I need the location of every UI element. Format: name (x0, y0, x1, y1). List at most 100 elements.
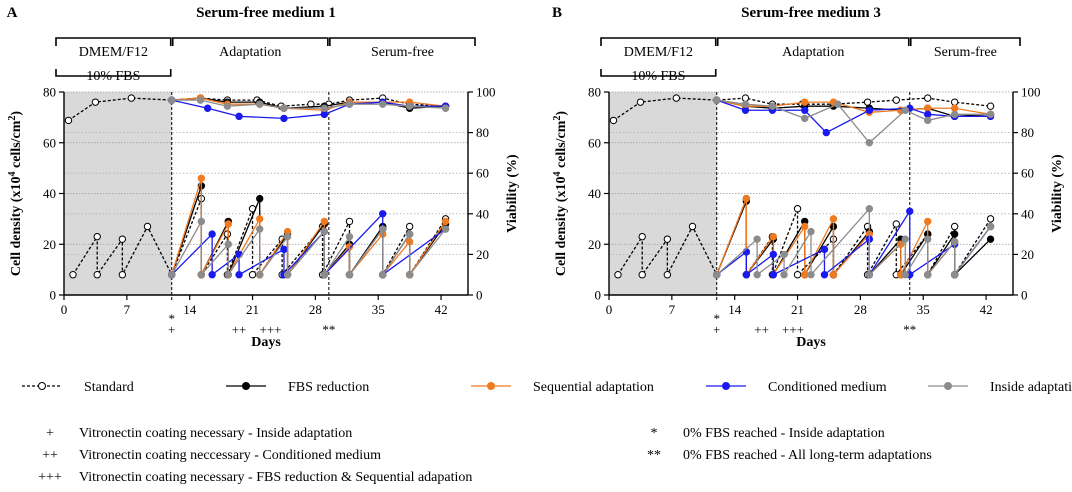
legend-swatch-marker (38, 382, 46, 390)
density-point (143, 222, 152, 231)
viability-point (950, 104, 959, 112)
density-point (345, 232, 354, 241)
fbs-bracket (600, 69, 717, 77)
viability-point (203, 104, 212, 112)
density-point (441, 217, 450, 226)
density-point (405, 230, 414, 238)
density-point (892, 220, 900, 228)
viability-point (636, 98, 645, 106)
viability-line-inside (171, 99, 446, 109)
legend-label: FBS reduction (288, 380, 369, 395)
viability-point (672, 94, 681, 102)
x-tick-label: 7 (124, 302, 131, 317)
density-point (283, 271, 292, 279)
y-axis-label: Cell density (x104 cells/cm2) (552, 111, 570, 276)
x-tick-label: 28 (309, 302, 322, 317)
density-point (742, 271, 751, 279)
viability-point (741, 94, 750, 102)
density-point (256, 271, 264, 279)
density-point (713, 271, 721, 279)
x-tick-label: 42 (980, 302, 993, 317)
axis-annotation: + (168, 322, 175, 337)
density-point (379, 210, 387, 218)
viability-point (127, 94, 136, 102)
legend-swatch-marker (944, 382, 952, 390)
density-point (769, 271, 777, 279)
phase-label: Serum-free (371, 45, 434, 60)
y-axis-label-part: 2 (7, 116, 18, 121)
viability-point (865, 106, 874, 114)
density-point (224, 240, 232, 248)
y2-tick-label: 60 (1021, 166, 1034, 181)
x-tick-label: 21 (246, 302, 259, 317)
legend-item-seq: Sequential adaptation (471, 380, 654, 395)
phase-label: DMEM/F12 (79, 45, 148, 60)
y-axis-label-part: 2 (552, 116, 563, 121)
viability-line-seq (716, 99, 991, 115)
density-point (950, 238, 959, 246)
density-line-cond (716, 209, 992, 277)
density-point (950, 230, 959, 238)
density-point (753, 271, 761, 279)
y2-tick-label: 20 (1021, 247, 1034, 262)
density-point (865, 205, 874, 213)
series-inside (168, 96, 450, 279)
density-point (793, 205, 802, 213)
viability-point (892, 96, 900, 104)
density-point (118, 235, 127, 243)
chart-title: Serum-free medium 1 (196, 5, 336, 21)
viability-point (168, 96, 176, 104)
viability-line-inside (716, 99, 991, 144)
footnote-text: 0% FBS reached - Inside adaptation (683, 426, 885, 441)
footnote-symbol: +++ (38, 470, 62, 485)
phase-label: Adaptation (782, 45, 844, 60)
viability-point (950, 110, 959, 119)
footnote-symbol: * (651, 426, 658, 441)
viability-point (801, 106, 809, 114)
x-tick-label: 7 (669, 302, 676, 317)
viability-point (741, 106, 750, 114)
viability-point (280, 104, 288, 112)
legend-label: Standard (84, 380, 134, 395)
viability-line-seq (171, 97, 446, 111)
axis-annotation: ** (903, 322, 916, 337)
density-point (807, 271, 815, 279)
viability-point (924, 116, 932, 125)
legend-swatch-marker (722, 382, 730, 390)
density-point (924, 235, 932, 243)
y2-tick-label: 100 (476, 85, 496, 100)
density-point (224, 220, 232, 228)
y2-axis-label: Viability (%) (505, 154, 520, 233)
axis-annotation: +++ (782, 322, 804, 337)
y2-tick-label: 60 (476, 166, 489, 181)
density-point (224, 271, 232, 279)
legend-swatch-marker (487, 382, 495, 390)
density-point (780, 250, 788, 259)
legend-item-standard: Standard (22, 380, 134, 395)
series-inside (713, 96, 995, 279)
y-axis-label-part: Cell density (x10 (554, 177, 569, 277)
viability-point (822, 128, 830, 137)
viability-point (865, 139, 874, 147)
density-point (769, 250, 777, 259)
y2-tick-label: 20 (476, 247, 489, 262)
viability-point (256, 100, 264, 108)
chart-panels: A Serum-free medium 1 DMEM/F12 10% FBS Adapt… (7, 5, 1066, 350)
phase-label: Adaptation (219, 45, 281, 60)
fbs-label: 10% FBS (631, 69, 685, 84)
x-tick-label: 35 (917, 302, 930, 317)
axis-annotation: +++ (259, 322, 281, 337)
density-point (320, 217, 329, 226)
viability-point (950, 98, 959, 106)
density-point (320, 271, 329, 279)
legend-item-cond: Conditioned medium (706, 380, 887, 395)
density-point (906, 207, 914, 215)
panel-label: A (7, 5, 18, 21)
viability-line-standard (68, 97, 446, 121)
phase-label: Serum-free (934, 45, 997, 60)
viability-point (924, 104, 932, 112)
viability-point (441, 104, 450, 112)
density-point (280, 245, 288, 254)
legend-label: Inside adaptation (990, 380, 1072, 395)
